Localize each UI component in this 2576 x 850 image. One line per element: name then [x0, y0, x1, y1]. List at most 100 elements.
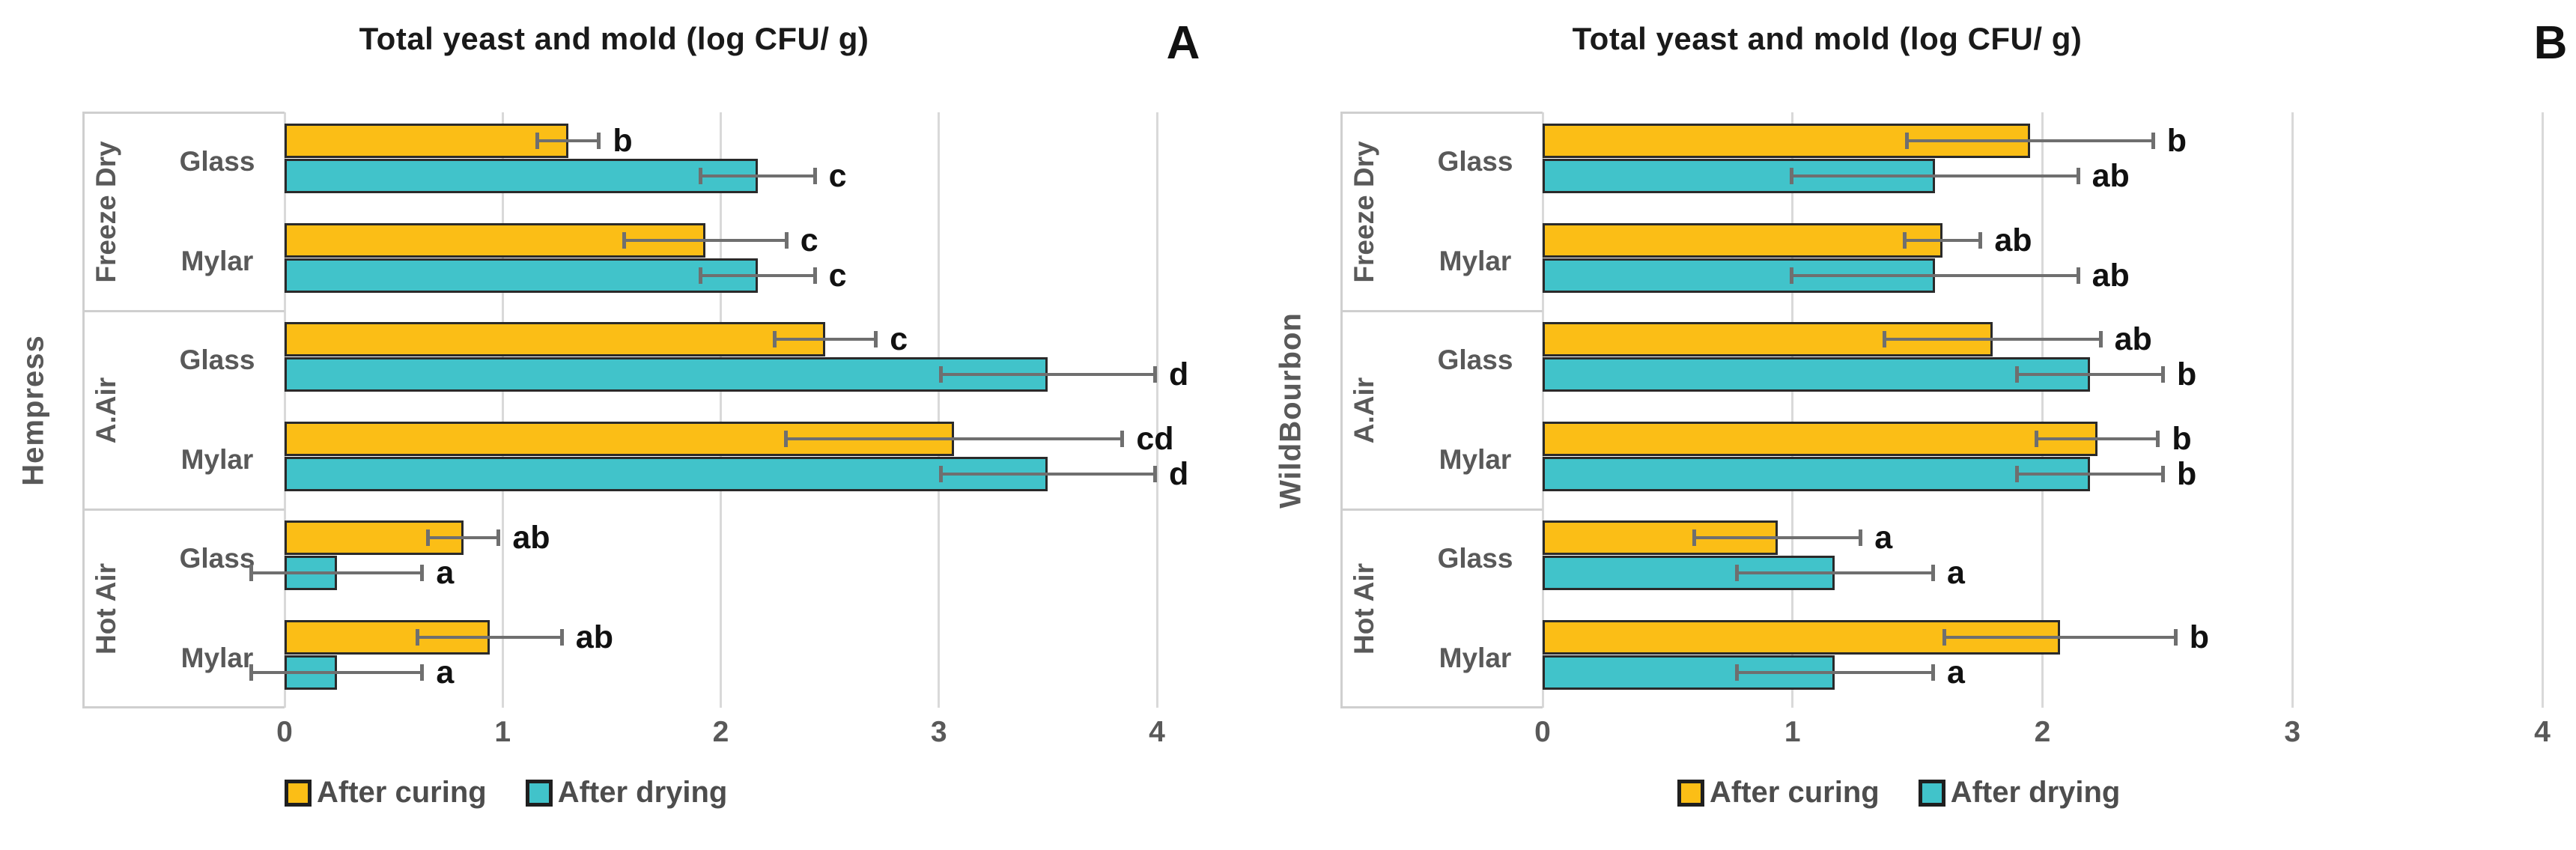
error-bar-left-cap [699, 168, 703, 184]
gridline [1791, 112, 1794, 708]
gridline [2541, 112, 2544, 708]
container-label: Glass [1437, 344, 1513, 376]
significance-letter: b [2189, 619, 2209, 655]
significance-letter: a [436, 555, 455, 591]
gridline [938, 112, 941, 708]
significance-letter: ab [2092, 257, 2130, 294]
x-tick-label: 0 [1534, 716, 1551, 748]
significance-letter: b [613, 123, 633, 159]
error-bar-right-cap [1859, 529, 1863, 546]
error-bar [1734, 571, 1935, 574]
error-bar-right-cap [1978, 231, 1983, 249]
plot-area-b: 0 1 2 3 4 WildBourbon Freeze Dry Glass b ab Mylar a… [1273, 0, 2576, 850]
significance-letter: a [1874, 520, 1893, 556]
error-bar-left-cap [249, 565, 254, 581]
x-tick-label: 1 [494, 716, 511, 748]
legend-label-after-drying: After drying [557, 776, 728, 809]
category-box-left-border [1340, 112, 1343, 708]
gridline [501, 112, 504, 708]
container-label: Mylar [1439, 642, 1512, 673]
significance-letter: d [1169, 455, 1189, 492]
error-bar [622, 238, 789, 242]
error-bar-left-cap [1692, 529, 1697, 546]
significance-letter: cd [1136, 420, 1174, 457]
error-bar-left-cap [783, 430, 788, 447]
error-bar [1904, 139, 2155, 142]
outer-category-label: WildBourbon [1274, 312, 1307, 509]
error-bar [938, 472, 1157, 476]
error-bar [1902, 238, 1983, 242]
significance-letter: c [828, 158, 847, 194]
error-bar [699, 273, 817, 277]
gridline [1541, 112, 1544, 708]
error-bar-right-cap [420, 664, 425, 681]
error-bar-left-cap [1734, 664, 1739, 681]
legend-label-after-drying: After drying [1950, 776, 2121, 809]
error-bar-right-cap [2161, 366, 2166, 383]
significance-letter: a [1946, 555, 1965, 591]
error-bar-left-cap [1904, 133, 1909, 149]
error-bar-left-cap [2014, 366, 2019, 383]
chart-title: Total yeast and mold (log CFU/ g) [1572, 21, 2083, 56]
error-bar [1790, 273, 2080, 277]
error-bar-right-cap [420, 565, 425, 581]
legend-item-after-curing: After curing [285, 776, 487, 810]
error-bar [1790, 174, 2080, 177]
gridline [720, 112, 722, 708]
container-label: Glass [179, 543, 255, 574]
legend-item-after-drying: After drying [525, 776, 728, 810]
significance-letter: ab [2092, 158, 2130, 194]
error-bar-left-cap [1942, 628, 1946, 646]
error-bar [783, 437, 1125, 440]
significance-letter: c [800, 222, 818, 258]
bar-after-drying [1543, 556, 1835, 590]
error-bar-right-cap [597, 133, 601, 149]
bar-after-curing [285, 619, 490, 655]
significance-letter: ab [1994, 222, 2032, 258]
error-bar [1942, 635, 2178, 639]
group-divider [1340, 509, 1543, 511]
error-bar-right-cap [812, 267, 817, 284]
bar-after-drying [1543, 357, 2090, 392]
error-bar-right-cap [2076, 267, 2080, 284]
x-tick-label: 3 [930, 716, 947, 748]
error-bar-left-cap [773, 331, 777, 347]
container-label: Glass [179, 344, 255, 376]
x-tick-label: 1 [1784, 716, 1801, 748]
significance-letter: b [2172, 420, 2192, 457]
error-bar-right-cap [496, 529, 501, 546]
error-bar-right-cap [784, 231, 789, 249]
error-bar-right-cap [2098, 331, 2103, 347]
bar-after-curing [285, 322, 826, 356]
gridline [2291, 112, 2294, 708]
error-bar-left-cap [2035, 430, 2039, 447]
error-bar [1692, 536, 1863, 539]
error-bar [2014, 373, 2166, 376]
error-bar-right-cap [1153, 366, 1157, 383]
bar-after-drying [285, 357, 1048, 392]
error-bar-right-cap [1931, 565, 1935, 581]
legend: After curing After drying [1677, 776, 2120, 810]
significance-letter: c [828, 257, 847, 294]
legend-label-after-curing: After curing [317, 776, 487, 809]
category-box-bottom-border [82, 706, 285, 708]
bar-after-drying [285, 258, 758, 293]
x-tick-label: 4 [1149, 716, 1165, 748]
legend-swatch-after-drying [525, 779, 553, 807]
bar-after-drying [285, 159, 758, 193]
significance-letter: b [2177, 356, 2197, 392]
significance-letter: c [890, 321, 908, 357]
legend-swatch-after-drying [1918, 779, 1945, 807]
category-box-top-border [1340, 112, 1543, 114]
group-label: A.Air [1349, 377, 1379, 443]
error-bar-right-cap [2173, 628, 2178, 646]
gridline [1155, 112, 1158, 708]
significance-letter: ab [512, 520, 550, 556]
error-bar [699, 174, 817, 177]
error-bar [1882, 338, 2103, 341]
group-label: Hot Air [91, 562, 121, 655]
container-label: Mylar [180, 443, 254, 475]
container-label: Glass [1437, 146, 1513, 177]
error-bar [415, 635, 564, 639]
